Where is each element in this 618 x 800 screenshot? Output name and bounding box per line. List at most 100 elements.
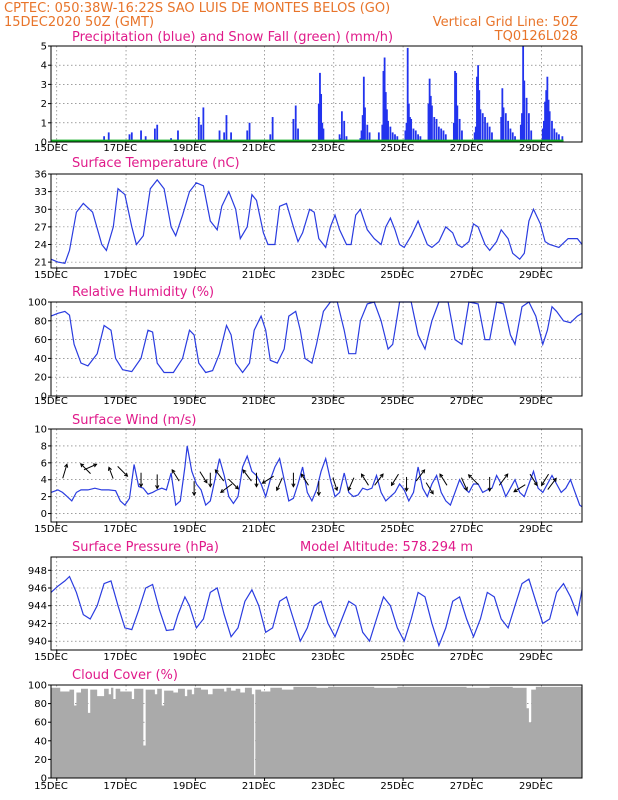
precip-bar [103, 136, 105, 142]
pressure-xtick-label: 21DEC [242, 652, 276, 663]
wind-vector-head [334, 486, 339, 492]
wind-vector-head [123, 472, 129, 477]
wind-vector-head [155, 485, 160, 490]
temperature-ytick-label: 27 [34, 222, 47, 233]
wind-vector-head [275, 486, 280, 492]
precip-bar [360, 130, 363, 142]
humidity-ytick-label: 0 [41, 392, 47, 403]
precip-bar [225, 115, 228, 142]
precip-ytick-label: 1 [41, 118, 47, 129]
humidity-panel-title: Relative Humidity (%) [72, 285, 214, 300]
cloud-xtick-label: 17DEC [103, 781, 137, 792]
wind-vector [425, 482, 434, 495]
wind-vector-head [487, 487, 492, 492]
wind-vector-head [541, 481, 545, 487]
precip-panel-title: Precipitation (blue) and Snow Fall (gree… [72, 30, 393, 45]
pressure-line [50, 575, 583, 648]
precip-bar [479, 109, 482, 142]
wind-ytick-label: 6 [41, 458, 47, 469]
precip-bar [107, 132, 110, 142]
temperature-line [50, 178, 583, 264]
pressure-ytick-label: 940 [28, 637, 47, 648]
wind-vector-head [379, 473, 384, 478]
precip-bar [414, 130, 417, 142]
precip-bar [428, 78, 431, 142]
pressure-xtick-label: 17DEC [103, 652, 137, 663]
precip-bar [292, 118, 295, 142]
precip-bar [389, 126, 392, 142]
precip-bar [476, 76, 478, 142]
precip-bar [153, 128, 156, 142]
wind-ytick-label: 2 [41, 492, 47, 503]
wind-vector [547, 478, 557, 490]
precip-bar [511, 132, 514, 142]
humidity-xtick-label: 19DEC [173, 396, 207, 407]
cloud-ytick-label: 100 [28, 681, 47, 692]
precip-bar [474, 126, 477, 142]
pressure-ytick-label: 946 [28, 584, 47, 595]
cloud-xtick-label: 29DEC [519, 781, 553, 792]
cloud-xtick-label: 27DEC [450, 781, 484, 792]
pressure-frame [50, 556, 583, 651]
pressure-panel: 940 942 944 946 948 15DEC 17DEC 19DEC 21DEC 23DEC… [28, 556, 583, 663]
cloud-frame [50, 684, 583, 779]
precip-xtick-label: 21DEC [242, 143, 276, 154]
pressure-xtick-label: 27DEC [450, 652, 484, 663]
precip-ytick-label: 3 [41, 80, 47, 91]
humidity-ytick-label: 100 [28, 298, 47, 309]
temperature-ytick-label: 24 [34, 240, 47, 251]
precip-bar [368, 132, 371, 142]
precip-bar [522, 46, 525, 142]
precip-xtick-label: 15DEC [34, 143, 68, 154]
wind-vector-head [192, 491, 197, 497]
humidity-panel: 0 20 40 60 80 100 15DEC 17DEC 19DEC 21DEC 23DEC 25D… [28, 298, 583, 407]
wind-vector-head [429, 490, 434, 495]
cloud-xtick-label: 25DEC [380, 781, 414, 792]
cloud-ytick-label: 0 [41, 774, 47, 785]
wind-vector-head [347, 486, 352, 492]
wind-vector-head [316, 491, 321, 497]
wind-vector-head [513, 488, 518, 493]
header: CPTEC: 050:38W-16:22S SAO LUIS DE MONTES… [4, 1, 578, 44]
temperature-frame [50, 173, 583, 269]
humidity-ytick-label: 20 [34, 373, 47, 384]
humidity-line [50, 301, 583, 374]
wind-vector [347, 477, 355, 491]
precip-bar [486, 122, 489, 142]
precip-bar [504, 113, 507, 142]
precip-bar [481, 113, 484, 142]
cloud-ytick-label: 20 [34, 755, 47, 766]
wind-vector-head [467, 474, 473, 479]
wind-vector-head [79, 463, 85, 468]
precip-bar [412, 128, 415, 142]
precip-bar [202, 107, 205, 142]
wind-vector-head [220, 488, 225, 494]
precip-bar [501, 88, 504, 142]
precip-bar [514, 136, 516, 142]
wind-xtick-label: 29DEC [519, 524, 553, 535]
wind-vector-head [552, 477, 557, 482]
wind-xtick-label: 17DEC [103, 524, 137, 535]
precip-bar [130, 132, 133, 142]
precip-bar [543, 120, 545, 142]
precip-bar [546, 76, 549, 142]
wind-vector-head [404, 487, 409, 492]
precip-bar [340, 111, 343, 142]
precip-bar [427, 103, 430, 142]
wind-vector [361, 473, 369, 486]
precip-bar [437, 126, 440, 142]
precip-bar [407, 103, 410, 142]
cloud-xtick-label: 19DEC [173, 781, 207, 792]
precip-bar [320, 94, 323, 142]
precip-ytick-label: 5 [41, 42, 47, 53]
cloud-xtick-label: 21DEC [242, 781, 276, 792]
wind-vector-head [203, 479, 208, 484]
header-station: CPTEC: 050:38W-16:22S SAO LUIS DE MONTES… [4, 1, 390, 16]
wind-vector-head [93, 463, 98, 468]
wind-vector-head [504, 473, 509, 478]
wind-vector [301, 473, 309, 486]
temperature-xtick-label: 25DEC [380, 270, 414, 281]
precip-bar [544, 101, 546, 142]
wind-vector [439, 473, 448, 486]
wind-vector [228, 478, 239, 490]
